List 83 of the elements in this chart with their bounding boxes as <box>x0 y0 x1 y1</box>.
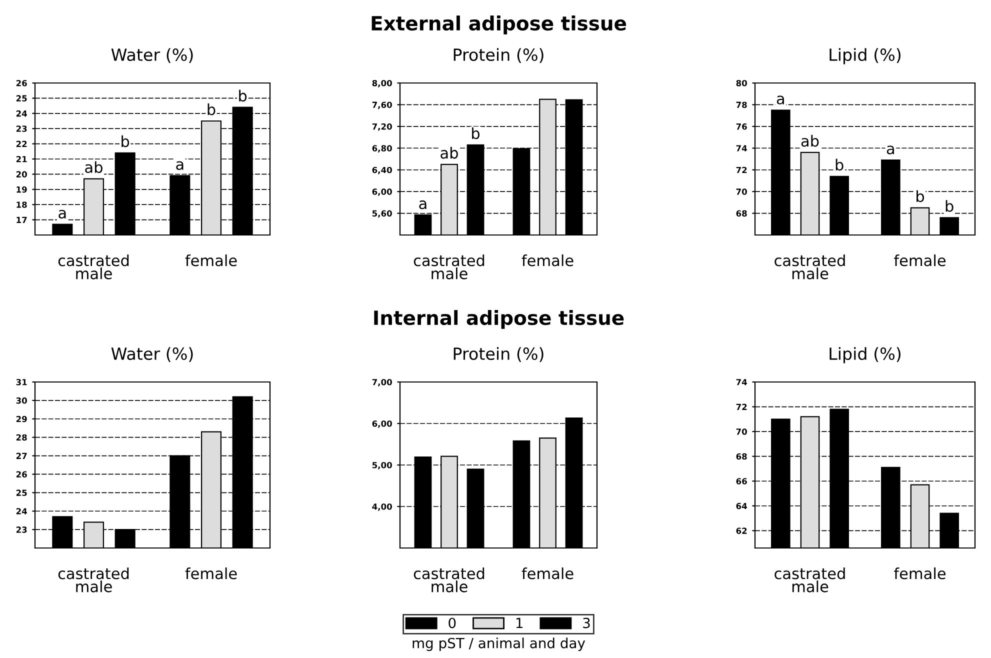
y-tick-label: 7,00 <box>372 378 392 386</box>
data-label: ab <box>85 161 102 174</box>
data-label: a <box>776 96 784 104</box>
data-label: a <box>176 161 184 170</box>
legend-label: 0 <box>448 618 456 628</box>
y-tick-label: 17 <box>16 216 27 223</box>
y-tick-label: 76 <box>736 123 747 130</box>
chart-title: Protein (%) <box>454 347 544 362</box>
y-tick-label: 19 <box>16 186 27 193</box>
x-tick-label: female <box>522 567 574 580</box>
y-tick-label: 30 <box>16 397 27 404</box>
x-tick-label: castrated male <box>58 567 129 592</box>
data-label: b <box>472 127 480 140</box>
y-tick-label: 5,00 <box>372 462 392 470</box>
y-tick-label: 22 <box>16 140 27 147</box>
data-label: a <box>419 200 426 210</box>
chart-title: Lipid (%) <box>830 347 900 364</box>
y-tick-label: 5,60 <box>372 210 392 218</box>
y-tick-label: 24 <box>16 508 27 514</box>
y-tick-label: 6,00 <box>372 188 392 196</box>
data-label: b <box>916 190 924 202</box>
text: Internal adipose tissue <box>374 310 624 329</box>
data-label: b <box>122 135 130 148</box>
y-tick-label: 26 <box>16 471 27 478</box>
y-tick-label: 31 <box>16 378 27 386</box>
y-tick-label: 6,40 <box>372 166 392 174</box>
y-tick-label: 72 <box>736 404 747 410</box>
y-tick-label: 6,00 <box>372 420 392 428</box>
x-tick-label: female <box>894 567 946 580</box>
legend-label: 3 <box>583 618 590 628</box>
y-tick-label: 66 <box>736 478 747 484</box>
y-tick-label: 23 <box>16 526 27 533</box>
chart-title: Protein (%) <box>454 48 544 63</box>
y-tick-label: 80 <box>736 80 747 86</box>
data-label: a <box>886 146 894 154</box>
y-tick-label: 70 <box>736 428 747 435</box>
y-tick-label: 29 <box>16 416 27 422</box>
y-tick-label: 28 <box>16 434 27 441</box>
y-tick-label: 62 <box>736 528 747 534</box>
y-tick-label: 18 <box>16 202 27 208</box>
data-label: b <box>208 103 216 116</box>
y-tick-label: 74 <box>736 145 747 152</box>
y-tick-label: 27 <box>16 452 27 459</box>
chart-title: Lipid (%) <box>830 48 900 64</box>
text: External adipose tissue <box>372 16 626 34</box>
data-label: a <box>58 210 66 219</box>
y-tick-label: 68 <box>736 453 747 460</box>
legend-title: mg pST / animal and day <box>412 638 586 652</box>
y-tick-label: 7,20 <box>372 123 392 131</box>
data-label: b <box>836 158 844 171</box>
y-tick-label: 21 <box>16 156 27 162</box>
y-tick-label: 70 <box>736 188 747 195</box>
data-label: ab <box>440 146 458 159</box>
y-tick-label: 64 <box>736 502 747 510</box>
x-tick-label: female <box>185 254 237 266</box>
y-tick-label: 6,80 <box>372 145 392 152</box>
x-tick-label: female <box>522 254 574 266</box>
chart-title: Water (%) <box>111 347 193 362</box>
legend-label: 1 <box>516 618 522 628</box>
y-tick-label: 20 <box>16 171 27 178</box>
x-tick-label: castrated male <box>774 567 845 592</box>
y-tick-label: 78 <box>736 102 747 108</box>
x-tick-label: castrated male <box>414 254 484 280</box>
y-tick-label: 74 <box>736 379 747 386</box>
y-tick-label: 68 <box>736 210 747 217</box>
y-tick-label: 7,60 <box>372 102 392 110</box>
y-tick-label: 72 <box>736 166 747 174</box>
y-tick-label: 8,00 <box>372 80 392 88</box>
x-tick-label: castrated male <box>58 254 129 280</box>
y-tick-label: 24 <box>16 110 27 117</box>
y-tick-label: 25 <box>16 95 27 102</box>
x-tick-label: female <box>185 567 237 580</box>
chart-title: Water (%) <box>111 48 193 63</box>
x-tick-label: female <box>894 254 946 266</box>
y-tick-label: 26 <box>16 80 27 86</box>
data-label: ab <box>801 134 819 147</box>
x-tick-label: castrated male <box>414 567 484 592</box>
data-label: b <box>239 90 247 102</box>
y-tick-label: 23 <box>16 126 27 132</box>
x-tick-label: castrated male <box>774 254 845 280</box>
y-tick-label: 25 <box>16 490 27 496</box>
data-label: b <box>946 200 954 212</box>
y-tick-label: 4,00 <box>372 503 392 511</box>
